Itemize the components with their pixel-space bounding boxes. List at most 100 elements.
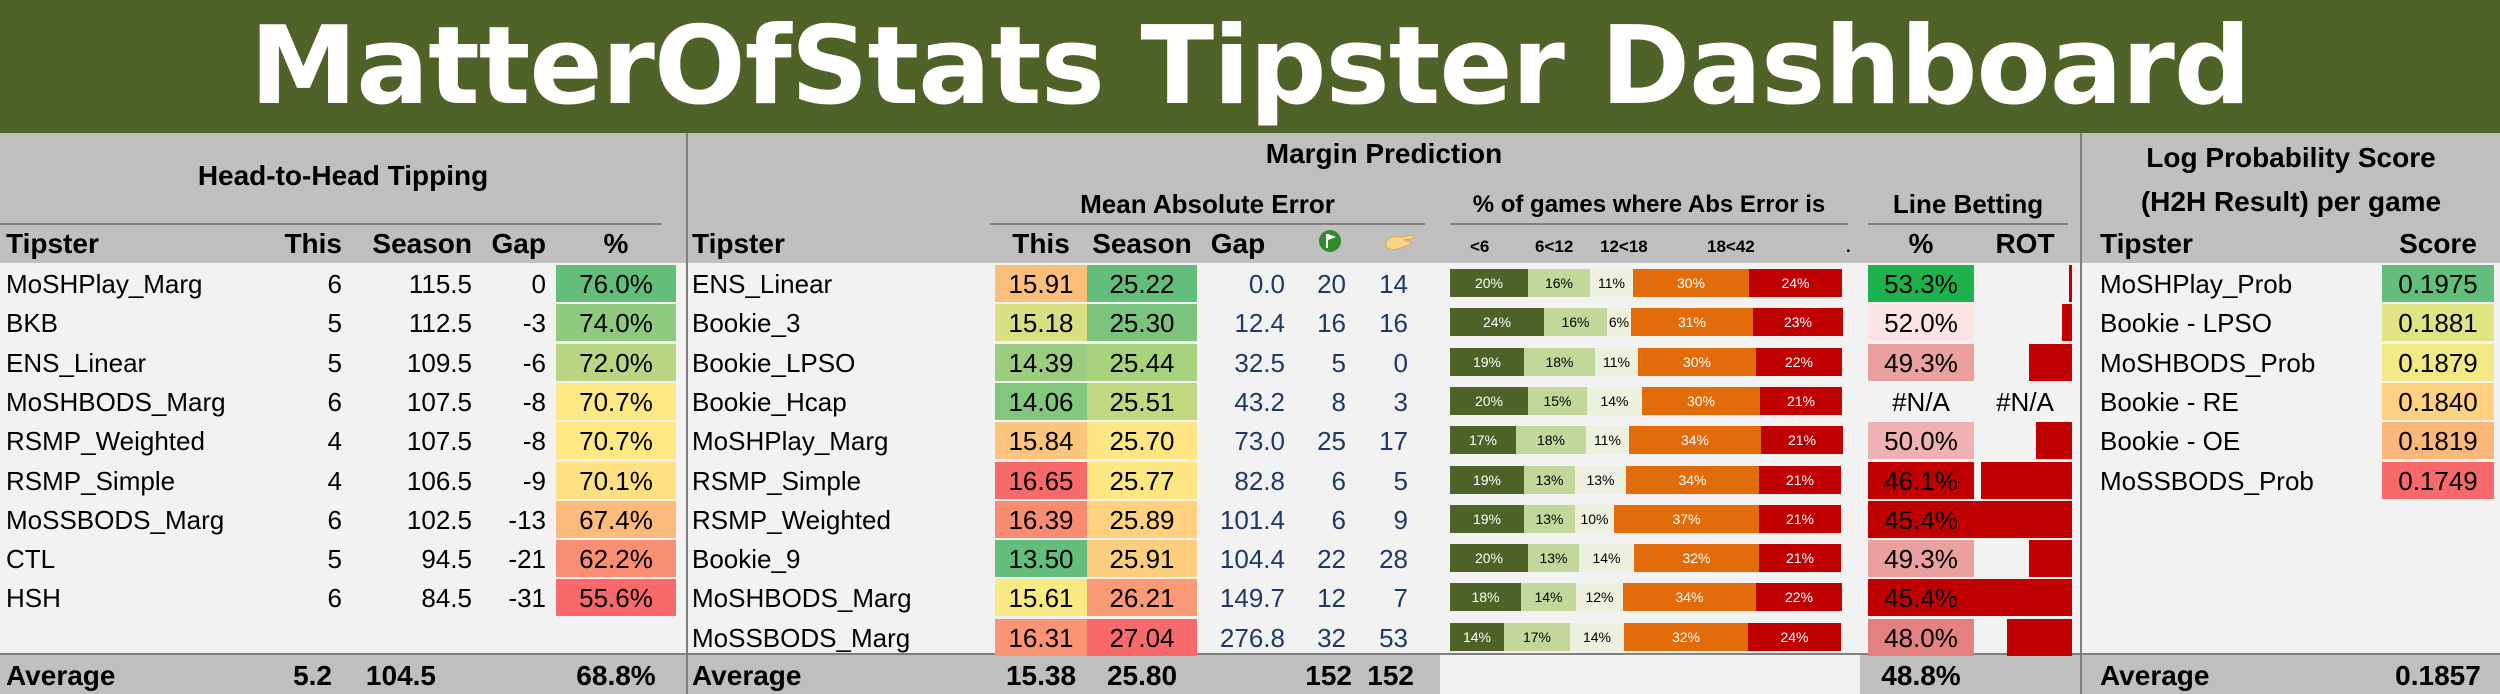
h2h-tipster: MoSHPlay_Marg: [6, 269, 203, 299]
line-pct: 45.4%: [1884, 504, 1958, 535]
error-bucket-segment: 20%: [1450, 386, 1528, 415]
line-pct-bg: [1868, 618, 1974, 656]
mae-count-hand: 0: [1393, 347, 1408, 378]
h2h-tipster: CTL: [6, 544, 56, 575]
line-pct-bg: [1868, 343, 1974, 381]
logprob-score: 0.1749: [2398, 465, 2478, 496]
mae-this: 13.50: [1008, 544, 1074, 575]
separator-logprob: [2080, 133, 2082, 694]
dashboard-title: MatterOfStats Tipster Dashboard: [249, 4, 2251, 129]
margin-tipster: MoSSBODS_Marg: [692, 622, 911, 653]
margin-tipster: RSMP_Weighted: [692, 504, 891, 535]
mae-this: 14.06: [1008, 386, 1074, 417]
error-bucket-segment: 32%: [1634, 544, 1759, 573]
h2h-header-bg: [0, 133, 686, 263]
rot-bar: [2036, 422, 2072, 460]
pct-title-underline: [1450, 223, 1848, 225]
h2h-this: 5: [327, 308, 342, 339]
error-bucket-segment: 13%: [1575, 465, 1626, 494]
flag-icon: [1318, 229, 1342, 253]
h2h-pct: 55.6%: [579, 583, 653, 614]
error-bucket-segment: 10%: [1575, 504, 1614, 533]
h2h-season: 112.5: [408, 308, 472, 339]
error-bucket-segment: 21%: [1759, 544, 1841, 573]
mae-count-hand: 28: [1379, 544, 1408, 575]
error-bucket-segment: 18%: [1516, 426, 1586, 455]
mae-gap: 149.7: [1219, 583, 1285, 614]
logprob-score-bg: [2382, 265, 2494, 302]
h2h-season: 107.5: [406, 386, 472, 417]
h2h-col-header-0: Tipster: [6, 228, 99, 259]
mae-season-bg: [1087, 422, 1197, 460]
mae-season-bg: [1087, 304, 1197, 342]
bucket-label: 18<42: [1707, 237, 1755, 256]
mae-count-hand: 5: [1393, 465, 1408, 496]
line-pct-bg: [1868, 461, 1974, 499]
margin-footer-c2: 152: [1367, 660, 1414, 691]
h2h-tipster: MoSSBODS_Marg: [6, 504, 225, 535]
h2h-pct: 70.1%: [579, 465, 653, 496]
mae-gap: 276.8: [1219, 622, 1285, 653]
line-title-underline: [1868, 223, 2068, 225]
margin-tipster: Bookie_Hcap: [692, 386, 847, 417]
error-bucket-segment: 6%: [1607, 308, 1631, 337]
h2h-season: 109.5: [406, 347, 472, 378]
h2h-pct-cell-bg: [556, 540, 676, 578]
rot-bar: [1981, 461, 2072, 499]
bucket-label: 12<18: [1600, 237, 1648, 256]
error-bucket-segment: 13%: [1524, 465, 1575, 494]
rot-value: #N/A: [1996, 386, 2054, 417]
error-bucket-segment: 21%: [1760, 386, 1842, 415]
mae-season: 25.91: [1109, 544, 1175, 575]
mae-gap: 0.0: [1248, 269, 1285, 299]
mae-this-bg: [995, 540, 1087, 578]
h2h-pct: 70.7%: [579, 386, 653, 417]
logprob-score: 0.1881: [2398, 308, 2478, 339]
mae-season-bg: [1087, 461, 1197, 499]
h2h-col-header-3: Gap: [491, 228, 546, 259]
margin-col-this: This: [1012, 228, 1070, 259]
margin-footer-line-pct: 48.8%: [1881, 660, 1961, 691]
h2h-season: 102.5: [406, 504, 472, 535]
h2h-pct: 72.0%: [579, 347, 653, 378]
error-bucket-segment: 20%: [1450, 269, 1528, 297]
line-pct-bg: [1868, 500, 1974, 538]
error-bucket-segment: 18%: [1524, 347, 1595, 376]
h2h-pct-cell-bg: [556, 500, 676, 538]
logprob-col-tipster: Tipster: [2100, 228, 2193, 259]
mae-season: 25.30: [1109, 308, 1175, 339]
error-bucket-segment: 24%: [1450, 308, 1544, 337]
mae-gap: 12.4: [1234, 308, 1285, 339]
line-pct: 50.0%: [1884, 426, 1958, 457]
error-bucket-segment: 21%: [1761, 426, 1843, 455]
mae-gap: 104.4: [1219, 544, 1285, 575]
mae-count-hand: 7: [1393, 583, 1408, 614]
line-pct: #N/A: [1892, 386, 1950, 417]
mae-this-bg: [995, 304, 1087, 342]
h2h-gap: 0: [531, 269, 546, 299]
h2h-season: 84.5: [421, 583, 472, 614]
line-col-rot: ROT: [1995, 228, 2055, 259]
mae-this: 15.84: [1008, 426, 1074, 457]
rot-bar: [2029, 343, 2072, 381]
mae-count-flag: 8: [1331, 386, 1346, 417]
logprob-score-bg: [2382, 304, 2494, 342]
margin-tipster: Bookie_9: [692, 544, 801, 575]
mae-count-flag: 12: [1317, 583, 1346, 614]
error-bucket-segment: 23%: [1753, 308, 1843, 337]
margin-col-gap: Gap: [1210, 228, 1266, 259]
h2h-tipster: ENS_Linear: [6, 347, 147, 378]
mae-season: 25.44: [1109, 347, 1175, 378]
mae-season-bg: [1087, 579, 1197, 617]
mae-this-bg: [995, 265, 1087, 302]
mae-season-bg: [1087, 500, 1197, 538]
line-pct-bg: [1868, 540, 1974, 578]
line-pct: 49.3%: [1884, 347, 1958, 378]
mae-title-underline: [990, 223, 1425, 225]
mae-season-bg: [1087, 540, 1197, 578]
rot-bar: [2029, 540, 2072, 578]
rot-bar: [2062, 304, 2072, 342]
error-bucket-segment: 34%: [1629, 426, 1761, 455]
margin-footer-gap: [1440, 655, 1860, 694]
h2h-pct: 62.2%: [579, 544, 653, 575]
